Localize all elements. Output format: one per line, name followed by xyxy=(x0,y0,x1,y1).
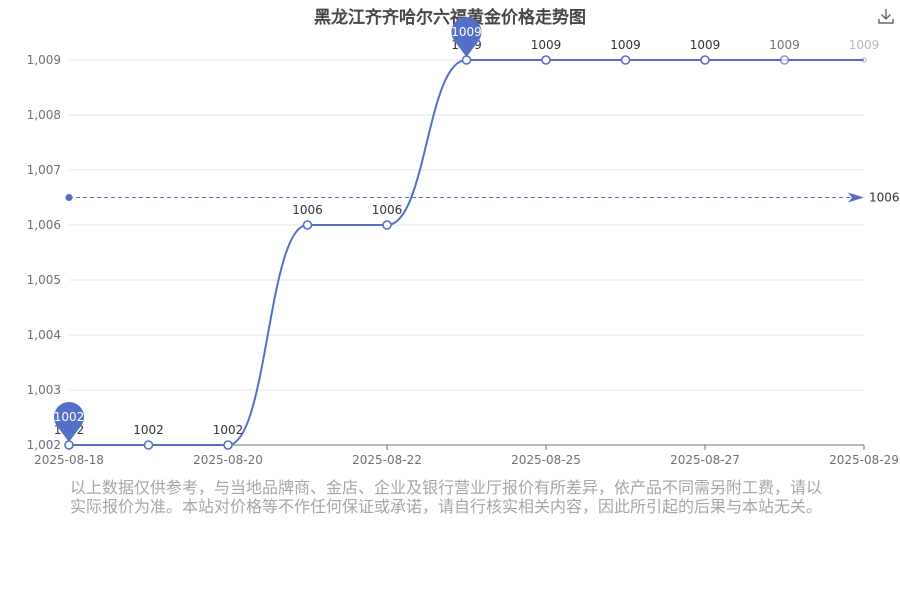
series-line-group xyxy=(69,58,864,447)
y-tick-label: 1,002 xyxy=(27,438,61,452)
x-tick-label: 2025-08-20 xyxy=(193,453,263,467)
y-tick-label: 1,007 xyxy=(27,163,61,177)
data-label: 1006 xyxy=(372,203,403,217)
data-label: 1009 xyxy=(769,38,800,52)
data-point xyxy=(861,57,867,63)
average-line-start xyxy=(65,194,73,201)
data-label: 1009 xyxy=(690,38,721,52)
data-label: 1009 xyxy=(610,38,641,52)
data-point xyxy=(620,55,631,65)
x-tick-label: 2025-08-18 xyxy=(34,453,104,467)
data-label: 1002 xyxy=(133,423,164,437)
data-label: 1009 xyxy=(849,38,880,52)
data-point xyxy=(382,220,392,230)
data-point xyxy=(223,440,233,450)
marker-label-max: 1009 xyxy=(451,25,482,39)
y-tick-label: 1,009 xyxy=(27,53,61,67)
axes: 1,002 1,003 1,004 1,005 1,006 1,007 1,008 1,009… xyxy=(27,53,899,467)
disclaimer-line-2: 实际报价为准。本站对价格等不作任何保证或承诺，请自行核实相关内容，因此所引起的后… xyxy=(70,497,823,516)
x-tick-label: 2025-08-25 xyxy=(511,453,581,467)
y-tick-label: 1,008 xyxy=(27,108,61,122)
markers: 1002 1009 xyxy=(54,17,482,442)
data-point xyxy=(779,55,790,65)
grid-lines xyxy=(69,59,864,391)
series-line xyxy=(69,58,864,447)
x-tick-label: 2025-08-29 xyxy=(829,453,899,467)
y-tick-label: 1,004 xyxy=(27,328,61,342)
disclaimer-line-1: 以上数据仅供参考，与当地品牌商、金店、企业及银行营业厅报价有所差异，依产品不同需… xyxy=(70,478,823,497)
marker-label-min: 1002 xyxy=(54,410,85,424)
data-point xyxy=(302,220,313,230)
data-point xyxy=(541,55,551,65)
marker-pin-min xyxy=(54,402,84,442)
average-line-group: 1006 xyxy=(65,191,900,205)
data-point xyxy=(461,55,472,65)
y-tick-label: 1,003 xyxy=(27,383,61,397)
average-line-arrow xyxy=(848,192,864,203)
data-point xyxy=(64,440,74,450)
x-tick-label: 2025-08-22 xyxy=(352,453,422,467)
data-labels: 1002 1002 1002 1006 1006 1009 1009 1009 1009 1009… xyxy=(54,38,880,437)
data-points xyxy=(64,55,867,450)
y-tick-label: 1,006 xyxy=(27,218,61,232)
x-tick-label: 2025-08-27 xyxy=(670,453,740,467)
average-line-label: 1006 xyxy=(869,191,900,205)
y-tick-label: 1,005 xyxy=(27,273,61,287)
marker-pin-max xyxy=(451,17,482,57)
data-label: 1002 xyxy=(213,423,244,437)
disclaimer: 以上数据仅供参考，与当地品牌商、金店、企业及银行营业厅报价有所差异，依产品不同需… xyxy=(70,478,840,516)
data-point xyxy=(143,440,154,450)
data-point xyxy=(700,55,710,65)
chart-title: 黑龙江齐齐哈尔六福黄金价格走势图 xyxy=(314,8,586,28)
data-label: 1009 xyxy=(531,38,562,52)
download-icon[interactable] xyxy=(876,6,896,26)
data-label: 1006 xyxy=(292,203,323,217)
